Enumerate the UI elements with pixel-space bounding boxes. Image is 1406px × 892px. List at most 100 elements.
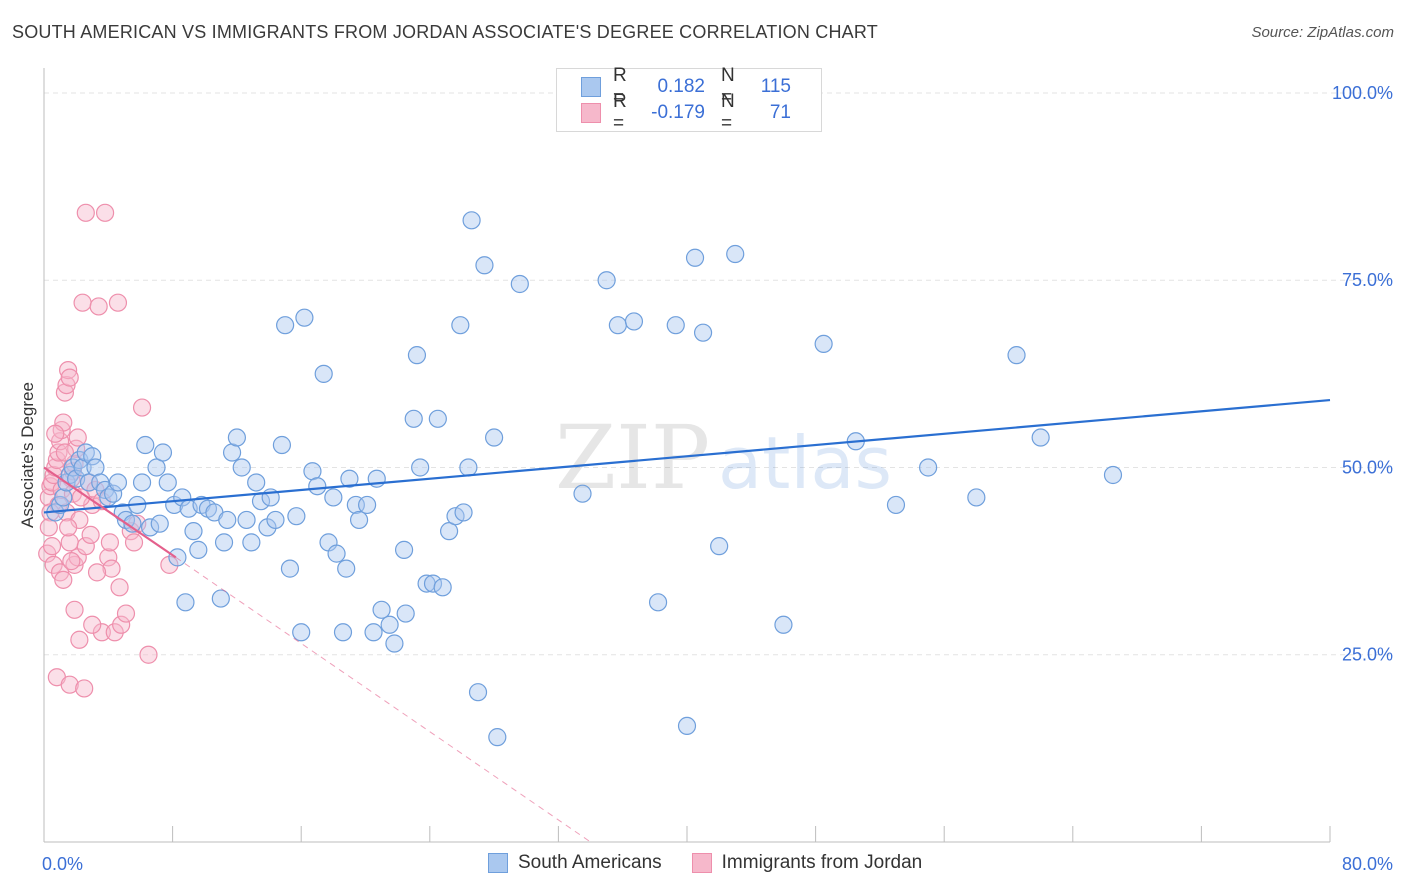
jordan-point — [60, 675, 79, 694]
x-tick-label: 0.0% — [42, 854, 83, 874]
south-american-point — [295, 308, 314, 327]
legend-item-south-americans[interactable]: South Americans — [488, 852, 662, 874]
south-american-point — [349, 510, 369, 530]
south-american-points — [46, 211, 1123, 747]
jordan-point — [67, 439, 86, 458]
correlation-legend: R = 0.182 N = 115 R = -0.179 N = 71 — [556, 65, 822, 134]
jordan-point — [102, 559, 121, 578]
south-american-point — [1103, 465, 1123, 485]
jordan-point — [65, 600, 84, 619]
jordan-point — [68, 428, 87, 447]
jordan-point — [75, 679, 94, 698]
south-american-point — [454, 503, 473, 522]
south-american-point — [726, 244, 745, 264]
south-american-point — [396, 604, 415, 623]
jordan-point — [99, 548, 118, 567]
jordan-point — [44, 555, 63, 574]
jordan-point — [124, 533, 144, 552]
jordan-point — [89, 297, 108, 316]
south-american-point — [314, 364, 333, 383]
south-american-point — [886, 495, 906, 515]
jordan-trend-line — [43, 466, 177, 559]
south-american-point — [132, 473, 152, 492]
jordan-point — [116, 604, 136, 623]
x-tick-label: 80.0% — [1342, 854, 1393, 874]
jordan-point — [46, 424, 65, 443]
jordan-point — [76, 203, 95, 222]
south-american-point — [63, 458, 83, 477]
south-american-point — [814, 334, 833, 354]
watermark-atlas: atlas — [718, 421, 892, 505]
south-american-point — [423, 574, 443, 593]
south-american-point — [407, 346, 427, 365]
pink-swatch — [691, 853, 712, 873]
south-american-point — [624, 312, 644, 331]
south-american-point — [685, 248, 705, 267]
south-american-point — [710, 537, 729, 556]
jordan-point — [60, 533, 79, 552]
jordan-point — [42, 537, 62, 556]
source-credit: Source: ZipAtlas.com — [1251, 24, 1394, 41]
r-label: R = — [613, 91, 627, 134]
jordan-point — [70, 630, 89, 649]
legend-row-jordan: R = -0.179 N = 71 — [581, 91, 791, 134]
south-american-point — [358, 495, 377, 515]
watermark: ZIP atlas — [555, 406, 892, 509]
south-american-point — [272, 435, 292, 455]
trend-lines — [43, 398, 1331, 843]
south-american-point — [54, 488, 73, 507]
south-american-point — [468, 683, 488, 702]
n-value: 115 — [760, 76, 791, 97]
axes — [43, 68, 1331, 843]
series-legend: South Americans Immigrants from Jordan — [488, 852, 952, 874]
south-american-point — [242, 533, 261, 552]
blue-swatch — [581, 77, 601, 97]
jordan-point — [81, 525, 100, 545]
jordan-point — [92, 623, 111, 642]
south-american-point — [488, 728, 507, 747]
legend-label: South Americans — [518, 852, 662, 873]
n-label: N = — [721, 65, 735, 108]
legend-item-jordan[interactable]: Immigrants from Jordan — [691, 852, 922, 874]
south-american-point — [237, 510, 256, 530]
jordan-point — [55, 443, 74, 462]
jordan-point — [60, 368, 79, 387]
south-american-point — [451, 316, 470, 335]
r-label: R = — [613, 65, 627, 108]
south-american-point — [666, 316, 685, 335]
south-american-point — [176, 593, 195, 612]
south-american-point — [247, 473, 266, 492]
jordan-point — [73, 293, 92, 312]
south-american-point — [573, 484, 592, 503]
south-american-point — [462, 211, 481, 230]
gridlines — [44, 92, 1392, 656]
south-american-point — [337, 559, 356, 578]
y-axis-label: Associate's Degree — [18, 382, 37, 528]
south-american-point — [308, 477, 327, 496]
south-american-point — [303, 462, 322, 481]
y-tick-label: 75.0% — [1342, 270, 1393, 290]
jordan-point — [105, 623, 124, 642]
jordan-point — [132, 398, 152, 417]
y-tick-label: 50.0% — [1342, 457, 1393, 477]
south-american-point — [189, 540, 208, 559]
n-label: N = — [721, 91, 735, 134]
south-american-point — [597, 271, 616, 290]
jordan-point — [54, 570, 73, 589]
south-american-point — [510, 274, 529, 294]
south-american-point — [86, 458, 105, 477]
south-american-point — [327, 544, 346, 563]
south-american-point — [380, 615, 399, 634]
jordan-point — [59, 518, 78, 537]
jordan-point — [87, 563, 107, 582]
south-american-point — [485, 428, 504, 447]
r-value: -0.179 — [651, 102, 705, 123]
south-american-point — [428, 409, 447, 428]
south-american-point — [153, 443, 173, 462]
r-value: 0.182 — [657, 76, 705, 97]
south-american-point — [693, 323, 713, 342]
south-american-point — [1031, 428, 1050, 447]
south-american-point — [136, 435, 155, 455]
tick-labels: 25.0% 50.0% 75.0% 100.0% 0.0% 80.0% — [42, 83, 1393, 874]
jordan-point — [39, 518, 58, 537]
